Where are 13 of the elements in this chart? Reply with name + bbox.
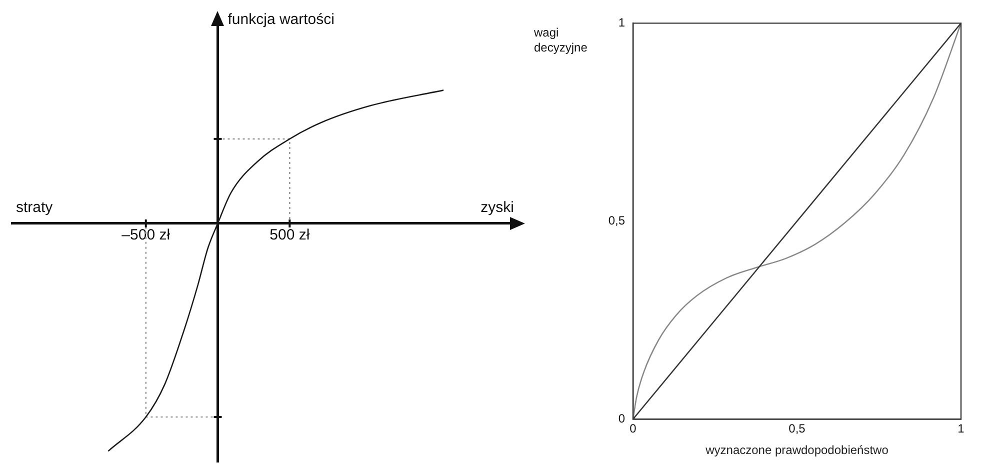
x-tick-label: 1 [958, 422, 965, 436]
y-axis-title: wagi decyzyjne [533, 26, 588, 55]
x-tick-label: 0,5 [788, 422, 806, 436]
y-tick-label: 0,5 [608, 214, 626, 228]
y-axis-title: funkcja wartości [228, 11, 334, 28]
annotation: straty [16, 199, 54, 216]
y-tick-label: 0 [618, 412, 626, 426]
x-tick-label: –500 zł [122, 226, 171, 244]
x-tick-label: 500 zł [270, 226, 310, 244]
y-tick-label: 1 [618, 16, 626, 30]
annotation: zyski [480, 199, 514, 216]
x-axis-title: wyznaczone prawdopodobieństwo [704, 443, 889, 458]
x-tick-label: 0 [630, 422, 637, 436]
